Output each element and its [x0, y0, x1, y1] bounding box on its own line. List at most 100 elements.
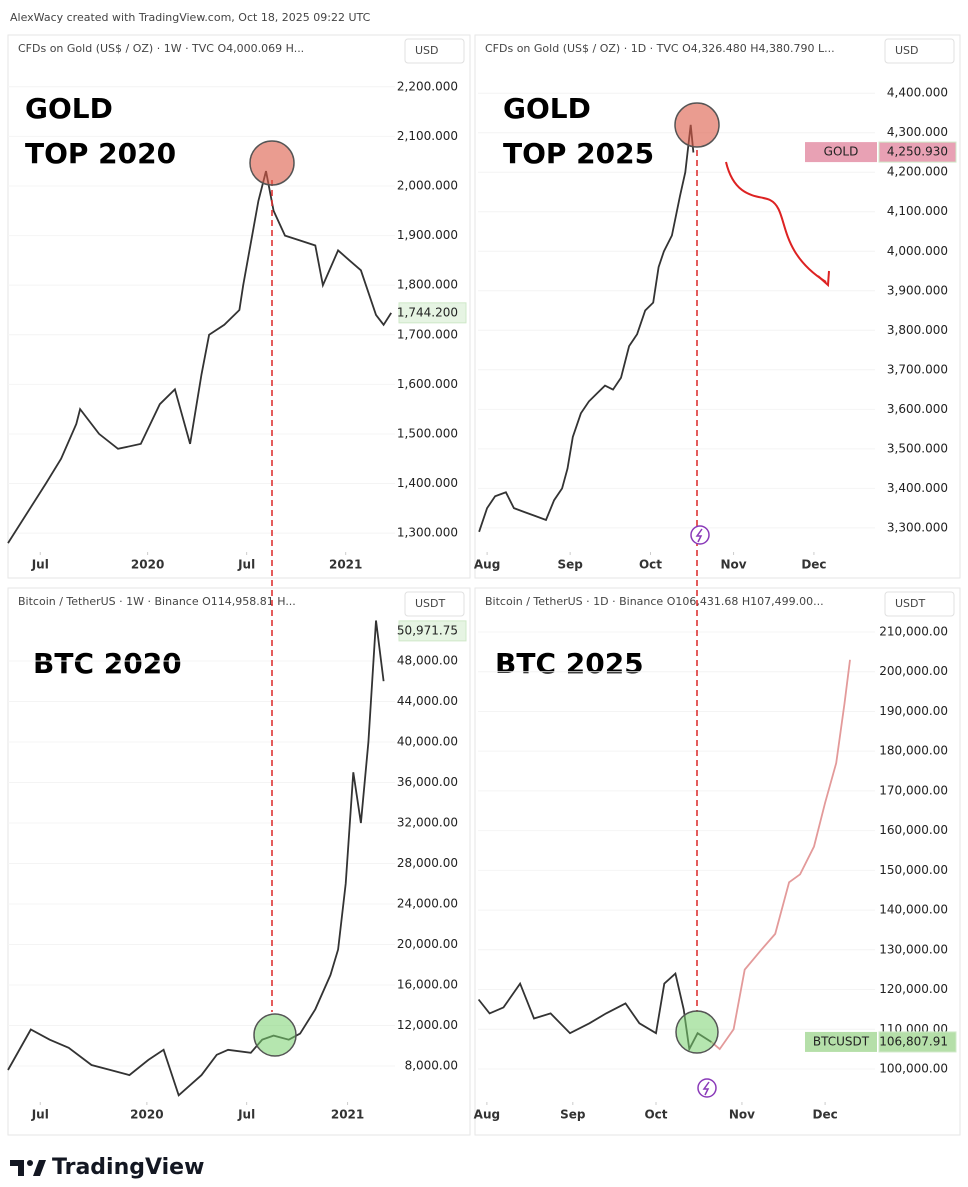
y-tick-label: 3,700.000: [887, 362, 948, 376]
y-tick-label: 48,000.00: [397, 653, 458, 667]
x-tick-label: Dec: [812, 1108, 837, 1122]
panels: CFDs on Gold (US$ / OZ) · 1W · TVC O4,00…: [7, 34, 961, 1136]
y-tick-label: 190,000.00: [879, 704, 948, 718]
x-tick-label: Aug: [474, 1108, 500, 1122]
price-tag-label: 50,971.75: [397, 623, 458, 637]
top-circle: [249, 140, 295, 186]
x-tick-label: 2020: [130, 1108, 163, 1122]
event-icon: [690, 525, 710, 545]
price-line: [7, 620, 385, 1097]
y-tick-label: 40,000.00: [397, 734, 458, 748]
y-tick-label: 2,200.000: [397, 79, 458, 93]
price-tag-label: 1,744.200: [397, 305, 458, 319]
y-tick-label: 210,000.00: [879, 625, 948, 639]
currency: USDT: [415, 597, 446, 610]
price-tag-label: 4,250.930: [887, 145, 948, 159]
y-tick-label: 3,900.000: [887, 283, 948, 297]
y-tick-label: 24,000.00: [397, 896, 458, 910]
annotations: [249, 102, 830, 1098]
x-tick-label: 2021: [329, 558, 362, 572]
chart-title: BTC 2020: [33, 647, 182, 680]
currency: USDT: [895, 597, 926, 610]
currency-box: [404, 38, 465, 64]
x-tick-label: Oct: [644, 1108, 667, 1122]
y-tick-label: 16,000.00: [397, 977, 458, 991]
price-tag-label: 106,807.91: [879, 1034, 948, 1048]
panel-border: [7, 587, 471, 1136]
page-header: AlexWacy created with TradingView.com, O…: [10, 11, 371, 24]
x-tick-label: Jul: [237, 558, 255, 572]
event-icon: [702, 1081, 710, 1096]
y-tick-label: 1,500.000: [397, 426, 458, 440]
panel-header: Bitcoin / TetherUS · 1W · Binance O114,9…: [18, 595, 296, 608]
chart-title: TOP 2020: [25, 137, 176, 170]
y-tick-label: 200,000.00: [879, 664, 948, 678]
x-tick-label: Sep: [560, 1108, 586, 1122]
y-tick-label: 12,000.00: [397, 1018, 458, 1032]
currency-box: [884, 38, 955, 64]
y-tick-label: 44,000.00: [397, 694, 458, 708]
y-tick-label: 1,800.000: [397, 278, 458, 292]
y-tick-label: 180,000.00: [879, 744, 948, 758]
currency-box: [404, 591, 465, 617]
chart-title: GOLD: [25, 92, 113, 125]
y-tick-label: 3,800.000: [887, 323, 948, 337]
x-tick-label: Sep: [557, 558, 583, 572]
y-tick-label: 1,900.000: [397, 228, 458, 242]
y-tick-label: 1,600.000: [397, 377, 458, 391]
logo-mark: [10, 1160, 24, 1176]
top-circle: [674, 102, 720, 148]
x-tick-label: Jul: [31, 558, 49, 572]
y-tick-label: 3,400.000: [887, 481, 948, 495]
y-tick-label: 1,400.000: [397, 476, 458, 490]
y-tick-label: 100,000.00: [879, 1061, 948, 1075]
price-line: [478, 124, 695, 533]
y-tick-label: 20,000.00: [397, 937, 458, 951]
x-tick-label: 2021: [331, 1108, 364, 1122]
y-tick-label: 2,000.000: [397, 178, 458, 192]
x-tick-label: Nov: [729, 1108, 755, 1122]
y-tick-label: 170,000.00: [879, 783, 948, 797]
price-line: [710, 659, 851, 1051]
symbol-tag-label: GOLD: [824, 145, 859, 159]
y-tick-label: 3,300.000: [887, 520, 948, 534]
symbol-tag: [805, 1031, 877, 1052]
arrow: [725, 161, 827, 283]
event-icon: [695, 528, 703, 543]
arrow-head: [817, 270, 830, 288]
y-tick-label: 2,100.000: [397, 129, 458, 143]
chart-title: GOLD: [503, 92, 591, 125]
symbol-tag: [805, 142, 877, 163]
footer-brand: TradingView: [52, 1155, 204, 1180]
price-tag: [878, 141, 957, 163]
y-tick-label: 4,400.000: [887, 86, 948, 100]
y-tick-label: 28,000.00: [397, 856, 458, 870]
bottom-circle: [675, 1010, 719, 1054]
y-tick-label: 3,500.000: [887, 441, 948, 455]
x-tick-label: 2020: [131, 558, 164, 572]
x-tick-label: Jul: [237, 1108, 255, 1122]
y-tick-label: 140,000.00: [879, 903, 948, 917]
panel-border: [474, 587, 961, 1136]
price-tag: [878, 1031, 957, 1053]
y-tick-label: 32,000.00: [397, 815, 458, 829]
symbol-tag-label: BTCUSDT: [813, 1034, 870, 1048]
panel-border: [474, 34, 961, 579]
panel-border: [7, 34, 471, 579]
currency: USD: [895, 44, 919, 57]
price-tag: [398, 302, 467, 324]
currency: USD: [415, 44, 439, 57]
price-tag: [398, 620, 467, 642]
panel-header: CFDs on Gold (US$ / OZ) · 1W · TVC O4,00…: [18, 42, 304, 55]
logo-mark: [33, 1160, 46, 1176]
y-tick-label: 4,100.000: [887, 204, 948, 218]
y-tick-label: 4,300.000: [887, 125, 948, 139]
event-icon: [697, 1078, 717, 1098]
price-line: [7, 170, 392, 544]
y-tick-label: 120,000.00: [879, 982, 948, 996]
y-tick-label: 1,700.000: [397, 327, 458, 341]
y-tick-label: 130,000.00: [879, 942, 948, 956]
panel-header: CFDs on Gold (US$ / OZ) · 1D · TVC O4,32…: [485, 42, 835, 55]
bottom-circle: [253, 1013, 297, 1057]
